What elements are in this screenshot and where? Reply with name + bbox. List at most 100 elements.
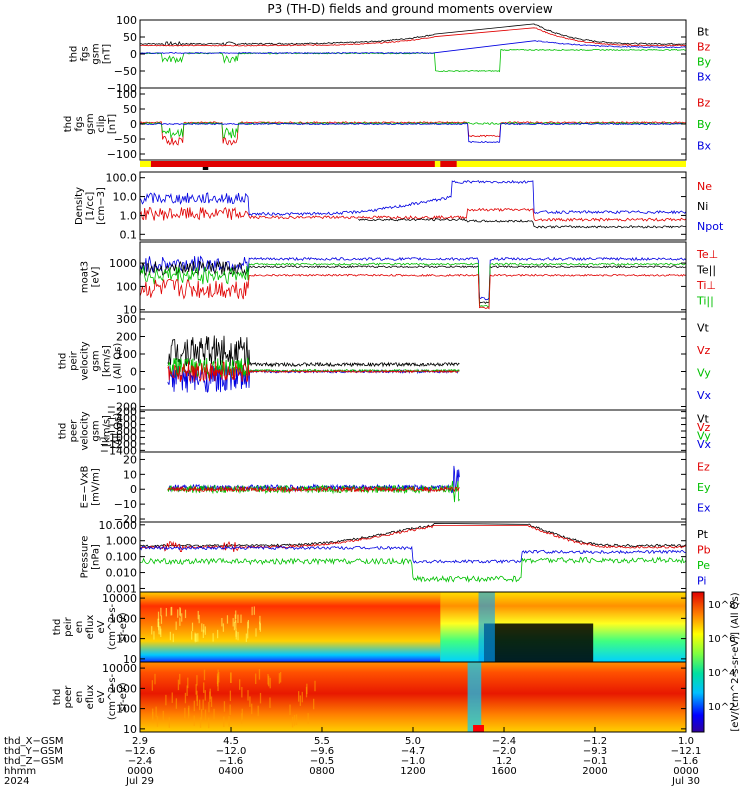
y-tick-label: 10000 [102,662,137,675]
spectrogram-streak [196,695,198,706]
x-tick-label: −12.1 [671,746,702,757]
spectrogram-streak [295,714,298,725]
spectrogram-streak [247,621,249,631]
colorbar-label: 10^6 [708,634,735,645]
y-tick-label: 0.100 [106,551,138,564]
legend-entry: Ti|| [696,294,714,307]
y-tick-label: 0.1 [120,228,138,241]
spectrogram-streak [202,629,204,639]
y-axis-label-line: en [74,621,85,634]
spectrogram-streak [191,622,194,632]
x-tick-label: 1200 [400,766,425,777]
y-axis-label: thdpeirvelocitygsm[km/s](All Qs) [58,341,124,380]
y-axis-label-line: thd [52,689,63,706]
y-axis-label-line: E=−VxB [80,466,91,509]
spectrogram-gap [483,623,594,662]
y-axis-label-line: peir [69,350,80,370]
spectrogram-streak [239,679,241,690]
spectrogram-streak [210,696,213,707]
legend-entry: Bt [697,26,710,39]
series-line-fgs-2 [140,48,687,73]
y-axis-label: Pressure[nPa] [80,536,102,579]
series-line-temp-0 [139,255,687,301]
y-tick-label: 100 [116,633,137,646]
spectrogram-streak [151,680,153,691]
spectrogram-streak [153,631,155,640]
spectrogram-streak [247,690,249,701]
legend-entry: Vy [697,366,711,379]
legend-entry: Te|| [696,263,716,276]
spectrogram-streak [226,615,229,624]
series-line-peir_vel-3 [167,361,460,383]
spectrogram-streak [155,706,157,718]
spectrogram-streak [229,690,232,702]
chart-title: P3 (TH-D) fields and ground moments over… [267,2,552,16]
y-axis-label-line: velocity [80,411,91,450]
spectrogram-streak [184,609,187,619]
spectrogram-streak [186,685,188,696]
panel-efield: 20 10 0 −10 −20 E=−VxB[mV/m] Ez Ey Ex [80,451,711,526]
y-axis-label: E=−VxB[mV/m] [80,466,102,509]
y-tick-label: 50 [123,31,137,44]
spectrogram-streak [168,717,170,728]
x-tick-label: 0800 [309,766,334,777]
x-tick-label: 0400 [218,766,243,777]
y-axis-label-line: en [74,691,85,704]
y-axis-label-line: eflux [85,685,96,710]
legend-entry: By [697,118,712,131]
y-tick-label: 10.0 [113,191,138,204]
x-tick-label: −1.6 [219,756,243,767]
y-tick-label: −200 [107,401,137,414]
y-tick-label: −200 [107,406,137,419]
y-tick-label: 1.0 [120,209,138,222]
series-line-temp-1 [139,260,687,305]
spectrogram-streak [259,621,261,630]
y-tick-label: 10 [123,468,137,481]
spectrogram-streak [278,673,281,684]
spectrogram-streak [245,633,247,642]
y-axis-label-line: (cm^2-s- [107,603,118,650]
y-tick-label: −400 [107,412,137,425]
spectrogram-streak [156,716,159,727]
spectrogram-streak [217,629,219,639]
y-axis-label-line: [nT] [107,114,118,134]
y-tick-label: 10 [123,304,137,317]
series-line-efield-2 [167,485,460,494]
spectrogram-streak [160,607,162,617]
spectrogram-streak [157,611,160,621]
series-line-temp-2 [139,262,686,308]
legend-entry: Te⊥ [696,248,718,261]
legend-entry: Vz [697,344,711,357]
panel-peer_en: 10000 1000 100 10 thdpeerenefluxeV(cm^2-s-sr… [52,661,687,736]
x-tick-label: 2.9 [132,736,148,747]
spectrogram-streak [299,695,302,706]
spectrogram-streak [194,633,196,643]
y-axis-label-line: (All Qs) [113,343,124,380]
x-tick-label: −9.6 [310,746,334,757]
y-axis-label-line: eV [96,690,107,703]
y-tick-label: 50 [123,103,137,116]
spectrogram-streak [221,617,223,627]
x-tick-label: 1600 [491,766,516,777]
panel-frame [139,409,687,453]
y-axis-label-line: peer [69,419,80,443]
spectrogram-streak [187,707,190,719]
y-tick-label: 0 [130,366,137,379]
spectrogram-streak [235,610,237,619]
y-tick-label: −10 [114,498,137,511]
y-tick-label: 0.010 [106,567,138,580]
spectrogram-streak [228,716,230,727]
spectrogram-streak [217,680,219,691]
spectrogram-streak [289,704,291,716]
x-tick-label: −12.6 [125,746,156,757]
spectrogram-streak [158,625,160,635]
y-axis-label-line: thd [52,619,63,636]
spectrogram-streak [184,707,186,719]
spectrogram-streak [223,716,225,728]
y-tick-label: 20 [123,453,137,466]
mode-bar-segment [434,161,441,167]
y-tick-label: −100 [107,148,137,161]
legend-entry: Pt [697,528,709,541]
y-axis-label-line: (All Qs) [113,413,124,450]
spectrogram-streak [172,633,174,643]
